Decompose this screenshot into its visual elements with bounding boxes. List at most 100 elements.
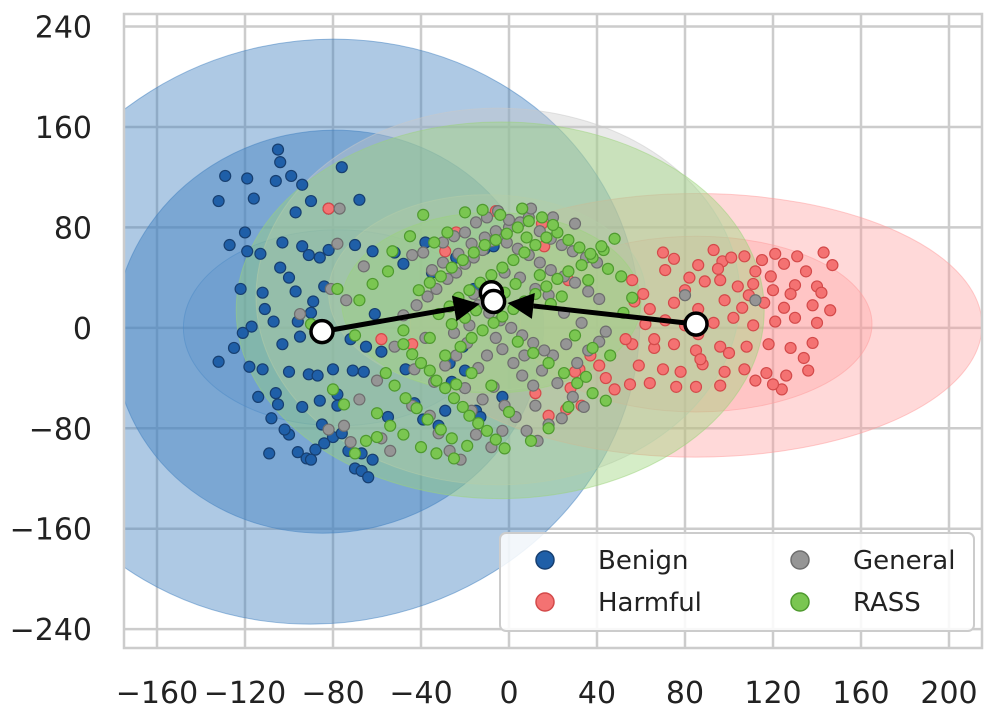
point-benign: [296, 240, 309, 253]
point-benign: [326, 363, 340, 376]
point-harmful: [667, 252, 681, 265]
point-benign: [307, 295, 320, 308]
point-rass: [454, 340, 467, 353]
point-rass: [379, 366, 392, 380]
point-benign: [276, 236, 289, 249]
point-rass: [456, 253, 469, 267]
point-rass: [403, 230, 417, 243]
point-harmful: [762, 338, 775, 351]
point-benign: [269, 387, 282, 400]
point-harmful: [692, 258, 705, 272]
point-harmful: [707, 243, 720, 257]
point-rass: [522, 215, 535, 228]
point-harmful: [777, 257, 791, 270]
point-general: [480, 349, 494, 362]
point-benign: [291, 446, 304, 459]
point-general: [749, 294, 762, 307]
point-rass: [467, 246, 480, 259]
point-general: [575, 316, 588, 329]
legend-marker-benign: [535, 550, 555, 570]
point-benign: [265, 412, 278, 425]
point-harmful: [755, 253, 769, 267]
point-rass: [410, 402, 423, 415]
x-tick-label: −120: [204, 676, 286, 711]
point-harmful: [736, 301, 749, 314]
point-general: [551, 377, 564, 390]
y-tick-label: −160: [10, 513, 92, 548]
point-rass: [584, 247, 597, 260]
x-tick-label: −80: [301, 676, 364, 711]
point-rass: [511, 221, 524, 234]
point-rass: [498, 442, 511, 455]
point-rass: [439, 349, 452, 362]
legend: Benign General Harmful RASS: [499, 532, 975, 632]
point-rass: [546, 218, 560, 232]
point-harmful: [799, 265, 813, 278]
point-rass: [579, 370, 593, 383]
point-rass: [555, 290, 568, 303]
point-harmful: [619, 333, 632, 346]
point-harmful: [667, 296, 681, 309]
point-benign: [366, 453, 379, 466]
x-tick-label: 40: [578, 676, 616, 711]
point-benign: [318, 437, 331, 450]
point-harmful: [714, 340, 727, 353]
point-benign: [263, 447, 276, 460]
point-harmful: [670, 380, 683, 393]
point-rass: [423, 276, 436, 289]
point-benign: [258, 302, 271, 316]
point-rass: [496, 310, 509, 323]
centroid-arrows: [321, 293, 697, 335]
point-benign: [313, 251, 326, 264]
x-tick-label: 80: [666, 676, 704, 711]
point-harmful: [656, 363, 670, 376]
point-harmful: [731, 280, 744, 293]
point-rass: [562, 265, 575, 278]
point-rass: [445, 261, 458, 274]
point-harmful: [714, 379, 727, 392]
point-harmful: [738, 250, 751, 263]
point-harmful: [626, 274, 639, 287]
legend-label-benign: Benign: [598, 546, 689, 576]
point-rass: [434, 270, 447, 283]
point-rass: [507, 253, 520, 267]
point-rass: [487, 316, 500, 329]
point-general: [322, 423, 335, 436]
point-harmful: [766, 284, 780, 297]
point-rass: [412, 284, 425, 297]
point-harmful: [667, 338, 681, 351]
point-rass: [430, 447, 443, 460]
x-tick-label: 0: [499, 676, 518, 711]
point-harmful: [656, 246, 670, 259]
point-general: [421, 290, 434, 303]
point-general: [439, 359, 452, 372]
point-general: [527, 336, 540, 350]
point-rass: [370, 430, 384, 444]
point-general: [568, 276, 582, 289]
point-general: [458, 226, 472, 239]
point-rass: [518, 246, 531, 259]
point-benign: [219, 169, 232, 183]
point-benign: [439, 404, 452, 417]
point-rass: [520, 231, 533, 244]
point-general: [538, 344, 551, 357]
legend-label-harmful: Harmful: [598, 588, 702, 618]
point-benign: [245, 320, 258, 333]
point-rass: [423, 364, 436, 377]
x-tick-label: 120: [744, 676, 801, 711]
point-harmful: [725, 251, 738, 264]
point-harmful: [747, 319, 760, 332]
point-benign: [236, 326, 249, 339]
arrow-head-benign-to-rass: [451, 295, 480, 322]
point-general: [331, 237, 344, 250]
point-harmful: [674, 365, 687, 378]
point-benign: [311, 369, 324, 382]
point-benign: [227, 341, 241, 355]
point-harmful: [784, 287, 797, 301]
point-rass: [595, 240, 608, 253]
point-harmful: [780, 369, 793, 382]
axis-ticks: −160 −120 −80 −40 0 40 80 120 160 200−240−160−800…: [10, 11, 978, 711]
point-benign: [274, 261, 287, 274]
point-rass: [500, 227, 513, 240]
